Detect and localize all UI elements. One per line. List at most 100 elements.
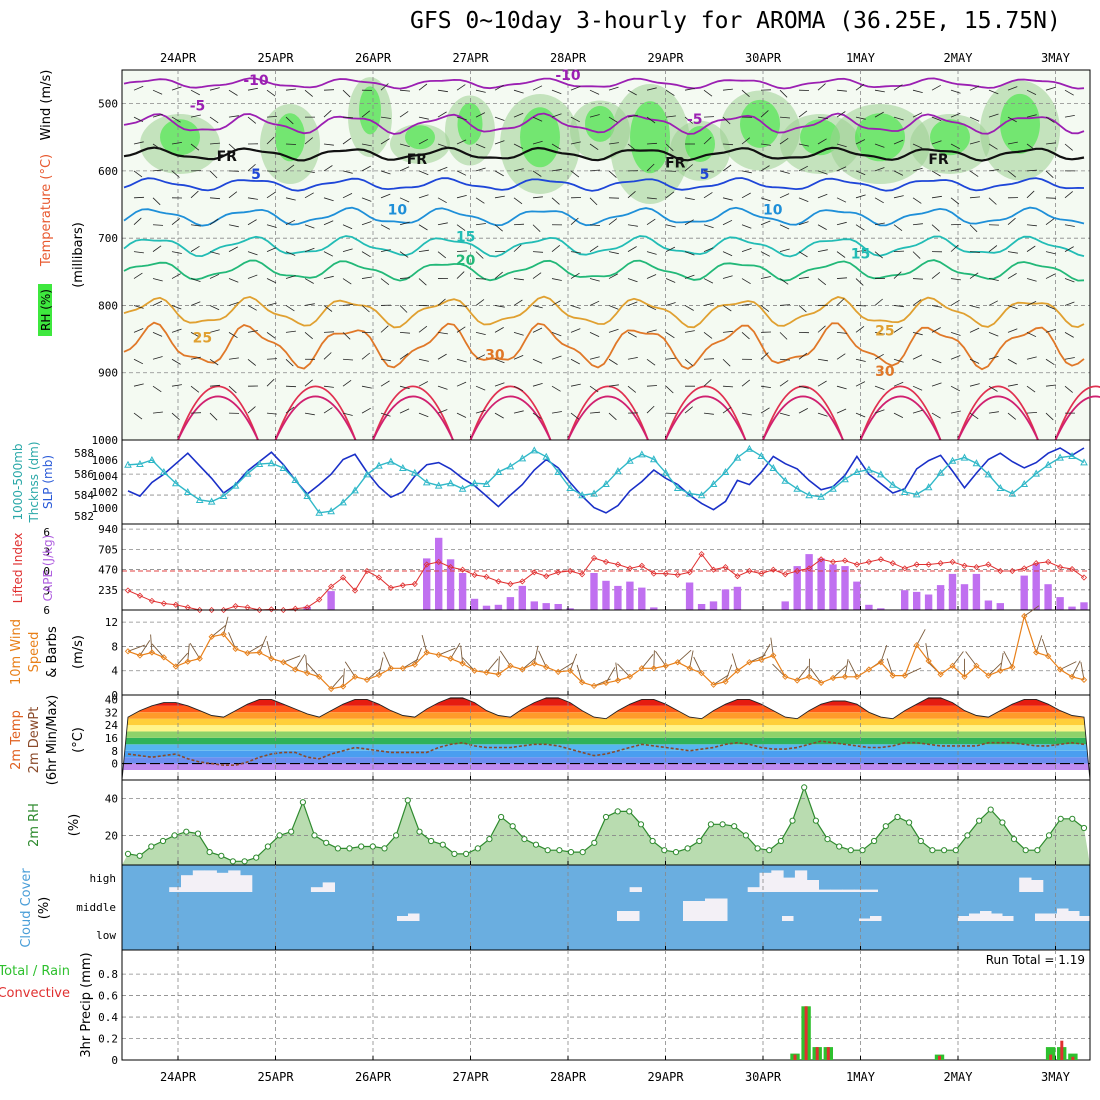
wind-barb bbox=[722, 116, 731, 125]
cloud-high-bar bbox=[169, 887, 182, 892]
wind-barb bbox=[532, 327, 543, 333]
rh-marker bbox=[148, 843, 155, 850]
wind-barb bbox=[608, 358, 618, 365]
wind-10m-barb bbox=[175, 652, 189, 667]
wind-barb bbox=[703, 358, 715, 360]
wind10-axis-label-a: 10m Wind bbox=[9, 619, 24, 685]
top-date-label: 3MAY bbox=[1041, 51, 1071, 65]
wind-barb bbox=[285, 197, 296, 201]
wind-barb bbox=[323, 110, 332, 118]
wind-barb bbox=[893, 195, 904, 199]
wind-10m-barb bbox=[1023, 605, 1040, 617]
temperature-contour bbox=[123, 295, 1085, 329]
cloud-middle-bar bbox=[969, 913, 981, 921]
rh-axis-label: RH (%) bbox=[39, 289, 53, 331]
contour-label: -5 bbox=[190, 98, 206, 114]
wind-barb bbox=[779, 380, 789, 387]
wind-barb bbox=[532, 196, 543, 199]
slp-marker bbox=[422, 478, 431, 486]
wind-barb bbox=[494, 382, 505, 387]
wind-barb bbox=[950, 197, 960, 205]
wind-barb bbox=[380, 83, 389, 91]
wind-speed-marker bbox=[519, 666, 526, 673]
wind-barb bbox=[817, 380, 827, 387]
wind-speed-marker bbox=[794, 677, 801, 684]
precip-convective-bar bbox=[815, 1047, 819, 1060]
rh-legend-swatch bbox=[38, 284, 52, 336]
wind-barb bbox=[399, 166, 410, 172]
wind-barb bbox=[1045, 218, 1055, 226]
bottom-date-label: 30APR bbox=[745, 1070, 782, 1084]
slp-marker bbox=[267, 459, 276, 467]
wind-barb bbox=[342, 137, 352, 145]
lifted-index-marker bbox=[256, 606, 263, 614]
slp-marker bbox=[219, 491, 228, 499]
wind-barb bbox=[266, 278, 277, 284]
wind-speed-marker bbox=[1068, 673, 1076, 680]
cloud-background bbox=[122, 865, 1090, 950]
cape-bar bbox=[877, 608, 885, 610]
contour-label: -5 bbox=[687, 112, 703, 128]
wind-barb bbox=[456, 224, 466, 231]
wind-barb bbox=[874, 409, 885, 414]
wind-barb bbox=[380, 224, 390, 230]
cloud-middle-bar bbox=[958, 916, 970, 921]
wind-barb bbox=[608, 116, 618, 123]
wind-barb bbox=[152, 278, 163, 282]
wind-barb bbox=[532, 224, 541, 232]
temperature-band bbox=[122, 744, 1090, 751]
cape-bar bbox=[602, 580, 610, 610]
wind-barb bbox=[1007, 328, 1018, 333]
wind-barb bbox=[228, 115, 239, 118]
wind-tick-label: 0 bbox=[111, 689, 118, 702]
lifted-index-tick-label: 0 bbox=[43, 565, 50, 578]
wind-barb bbox=[570, 217, 579, 226]
wind-speed-marker bbox=[925, 657, 932, 665]
wind-barb bbox=[836, 111, 846, 118]
wind-barb bbox=[399, 353, 409, 360]
slp-marker bbox=[924, 483, 933, 491]
contour-label: 5 bbox=[700, 167, 710, 183]
wind-barb bbox=[437, 111, 447, 118]
wind-barb bbox=[988, 89, 999, 95]
slp-marker bbox=[829, 484, 837, 492]
wind-10m-barb bbox=[283, 655, 301, 663]
temp-minmax-axis-label: (6hr Min/Max) bbox=[45, 695, 60, 785]
wind-10m-barb bbox=[1003, 650, 1013, 668]
wind-barb bbox=[1064, 301, 1075, 306]
wind-barb bbox=[323, 220, 334, 226]
wind-speed-marker bbox=[614, 677, 622, 684]
wind-barb bbox=[1007, 251, 1018, 254]
wind-barb bbox=[760, 197, 771, 202]
wind-barb bbox=[209, 116, 219, 124]
wind-barb bbox=[646, 405, 655, 414]
wind-barb bbox=[874, 385, 885, 390]
wind-barb bbox=[950, 331, 961, 336]
wind-speed-marker bbox=[507, 662, 514, 669]
wind-barb bbox=[627, 385, 637, 393]
wind-barb bbox=[893, 224, 903, 232]
wind-barb bbox=[152, 331, 163, 337]
rh-high-shading bbox=[520, 107, 560, 168]
wind-barb bbox=[950, 89, 961, 94]
contour-label: 10 bbox=[763, 203, 783, 219]
wind-barb bbox=[855, 139, 866, 145]
wind-barb bbox=[475, 278, 487, 280]
wind-barb bbox=[798, 276, 809, 279]
cape-bar bbox=[972, 573, 981, 610]
wind10-axis-label-c: & Barbs bbox=[45, 626, 60, 678]
cape-bar bbox=[829, 564, 837, 610]
thickness-tick-label: 588 bbox=[74, 447, 94, 460]
temperature-band bbox=[122, 718, 1090, 726]
wind-barb bbox=[836, 197, 847, 203]
wind-barb bbox=[665, 385, 674, 394]
slp-marker bbox=[745, 444, 754, 452]
wind-barb bbox=[304, 412, 315, 416]
lifted-index-marker bbox=[232, 603, 239, 610]
slp-marker bbox=[948, 456, 957, 464]
wind-speed-marker bbox=[602, 679, 610, 686]
wind-barb bbox=[855, 381, 866, 387]
slp-marker bbox=[315, 508, 324, 516]
wind-barb bbox=[931, 195, 942, 199]
wind-speed-marker bbox=[447, 655, 454, 662]
